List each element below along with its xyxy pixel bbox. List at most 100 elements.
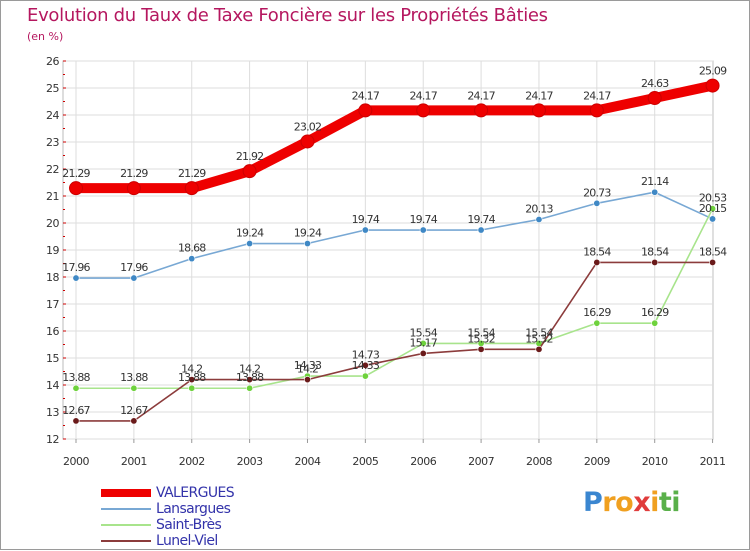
logo-letter: r xyxy=(602,487,616,518)
y-tick-label: 20 xyxy=(46,217,59,230)
data-point-valergues xyxy=(184,181,199,196)
x-tick-label: 2011 xyxy=(700,455,726,468)
data-point-lansargues xyxy=(477,226,485,234)
y-tick-label: 17 xyxy=(46,298,59,311)
legend-item: Lunel-Viel xyxy=(101,533,341,549)
data-point-saint-br-s xyxy=(651,319,659,327)
data-label-layer: 17.96 17.96 18.68 19.24 19.24 19.74 19.74 19.74… xyxy=(62,65,728,417)
data-point-valergues xyxy=(474,103,489,118)
data-point-lunel-viel xyxy=(246,376,254,384)
data-point-lunel-viel xyxy=(651,258,659,266)
x-tick-label: 2005 xyxy=(352,455,378,468)
legend-label: Saint-Brès xyxy=(156,517,222,533)
legend-item: Lansargues xyxy=(101,501,341,517)
data-label-valergues: 24.17 xyxy=(583,89,611,102)
x-tick-label: 2004 xyxy=(294,455,320,468)
data-point-saint-br-s xyxy=(246,384,254,392)
data-point-lunel-viel xyxy=(709,258,717,266)
data-label-lunel-viel: 18.54 xyxy=(583,245,611,258)
data-point-saint-br-s xyxy=(419,339,427,347)
logo-letter: i xyxy=(671,487,681,518)
data-label-lansargues: 20.73 xyxy=(583,186,611,199)
data-point-valergues xyxy=(589,103,604,118)
data-point-lansargues xyxy=(535,215,543,223)
y-tick-label: 13 xyxy=(46,406,59,419)
data-label-lansargues: 19.24 xyxy=(236,227,264,240)
proxiti-logo: Proxiti xyxy=(583,487,681,518)
data-point-lunel-viel xyxy=(130,417,138,425)
y-tick-label: 19 xyxy=(46,244,59,257)
data-label-lansargues: 19.74 xyxy=(409,213,437,226)
data-label-saint-br-s: 16.29 xyxy=(641,306,669,319)
y-tick-label: 14 xyxy=(46,379,59,392)
data-label-saint-br-s: 13.88 xyxy=(236,371,264,384)
legend-item: Saint-Brès xyxy=(101,517,341,533)
data-point-valergues xyxy=(358,103,373,118)
data-label-lansargues: 17.96 xyxy=(62,261,90,274)
x-tick-label: 2006 xyxy=(410,455,436,468)
legend-label: Lansargues xyxy=(156,501,231,517)
series-line-valergues xyxy=(71,80,718,194)
data-point-lunel-viel xyxy=(419,349,427,357)
legend-swatch-valergues xyxy=(101,489,151,497)
data-label-valergues: 25.09 xyxy=(699,65,727,78)
data-point-valergues xyxy=(705,78,720,93)
data-label-lunel-viel: 18.54 xyxy=(699,245,727,258)
data-label-valergues: 21.92 xyxy=(236,150,264,163)
data-point-lansargues xyxy=(303,240,311,248)
logo-letter: t xyxy=(658,487,672,518)
data-label-lunel-viel: 15.32 xyxy=(525,332,553,345)
y-tick-label: 22 xyxy=(46,163,59,176)
y-tick-label: 26 xyxy=(46,55,59,68)
data-label-saint-br-s: 15.54 xyxy=(525,326,553,339)
data-point-lunel-viel xyxy=(303,376,311,384)
data-point-lansargues xyxy=(72,274,80,282)
data-label-lunel-viel: 14.73 xyxy=(352,348,380,361)
data-label-valergues: 23.02 xyxy=(294,120,322,133)
data-point-lunel-viel xyxy=(361,361,369,369)
data-label-valergues: 21.29 xyxy=(62,167,90,180)
legend-swatch-lansargues xyxy=(101,508,151,510)
data-point-lansargues xyxy=(130,274,138,282)
legend-swatch-lunel-viel xyxy=(101,540,151,542)
data-point-saint-br-s xyxy=(709,205,717,213)
legend-label: Lunel-Viel xyxy=(156,533,218,549)
data-label-saint-br-s: 15.54 xyxy=(409,326,437,339)
data-point-lansargues xyxy=(419,226,427,234)
grid-layer xyxy=(62,60,714,440)
data-label-lunel-viel: 12.67 xyxy=(120,404,148,417)
y-tick-label: 23 xyxy=(46,136,59,149)
data-label-saint-br-s: 16.29 xyxy=(583,306,611,319)
data-point-valergues xyxy=(416,103,431,118)
data-label-valergues: 24.63 xyxy=(641,77,669,90)
data-label-lunel-viel: 14.2 xyxy=(297,363,318,376)
data-label-saint-br-s: 13.88 xyxy=(62,371,90,384)
y-tick-label: 16 xyxy=(46,325,59,338)
y-tick-label: 18 xyxy=(46,271,59,284)
data-label-lansargues: 19.74 xyxy=(467,213,495,226)
data-point-saint-br-s xyxy=(361,372,369,380)
data-point-saint-br-s xyxy=(188,384,196,392)
series-line-lunel-viel xyxy=(75,261,714,422)
series-layer xyxy=(69,78,720,425)
legend: VALERGUES Lansargues Saint-Brès Lunel-Vi… xyxy=(101,485,341,549)
x-tick-label: 2010 xyxy=(642,455,668,468)
data-label-valergues: 24.17 xyxy=(525,89,553,102)
data-label-saint-br-s: 14.33 xyxy=(352,359,380,372)
data-point-valergues xyxy=(647,90,662,105)
data-point-lunel-viel xyxy=(593,258,601,266)
data-point-valergues xyxy=(531,103,546,118)
data-point-lansargues xyxy=(709,215,717,223)
data-label-lunel-viel: 15.17 xyxy=(409,336,437,349)
data-point-valergues xyxy=(126,181,141,196)
x-tick-label: 2003 xyxy=(237,455,263,468)
data-label-lansargues: 19.24 xyxy=(294,227,322,240)
y-tick-label: 25 xyxy=(46,82,59,95)
data-label-saint-br-s: 13.88 xyxy=(178,371,206,384)
data-point-lunel-viel xyxy=(188,376,196,384)
series-line-saint-br-s xyxy=(75,207,714,390)
axis-layer: 12 13 14 15 16 17 18 19 20 21 22 23 24 25 26 2000 2001 20… xyxy=(46,55,726,468)
data-label-lansargues: 20.15 xyxy=(699,202,727,215)
y-tick-label: 12 xyxy=(46,433,59,446)
